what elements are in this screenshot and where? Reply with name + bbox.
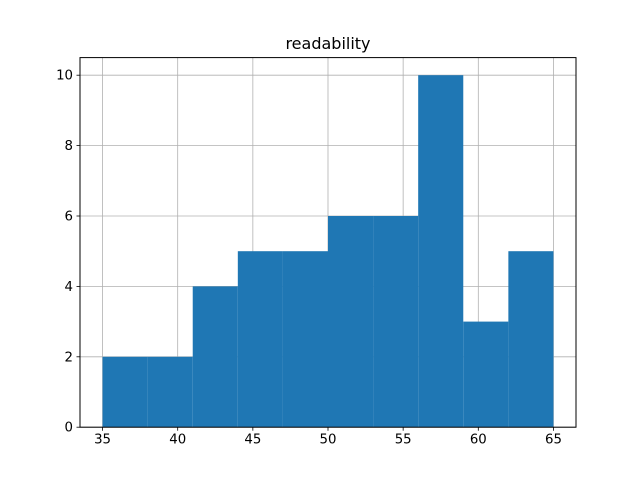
histogram-bar <box>102 356 148 428</box>
histogram-bar <box>147 356 193 428</box>
y-tick-label: 10 <box>56 69 73 84</box>
histogram-bar <box>237 251 283 428</box>
x-tick-label: 65 <box>545 433 562 448</box>
histogram-bar <box>328 216 374 428</box>
histogram-bar <box>463 321 509 428</box>
x-tick-label: 60 <box>470 433 487 448</box>
chart-title: readability <box>285 34 371 53</box>
y-tick-label: 8 <box>65 139 73 154</box>
histogram-bar <box>192 286 238 428</box>
histogram-bar <box>282 251 328 428</box>
y-tick-label: 4 <box>65 280 73 295</box>
x-tick-label: 55 <box>395 433 412 448</box>
histogram-bar <box>418 75 464 428</box>
x-tick-label: 50 <box>320 433 337 448</box>
histogram-bar <box>508 251 554 428</box>
y-tick-label: 6 <box>65 210 73 225</box>
histogram-bar <box>373 216 419 428</box>
y-tick-label: 0 <box>65 421 73 436</box>
x-tick-label: 40 <box>169 433 186 448</box>
x-tick-label: 35 <box>94 433 111 448</box>
y-tick-label: 2 <box>65 350 73 365</box>
x-tick-label: 45 <box>244 433 261 448</box>
